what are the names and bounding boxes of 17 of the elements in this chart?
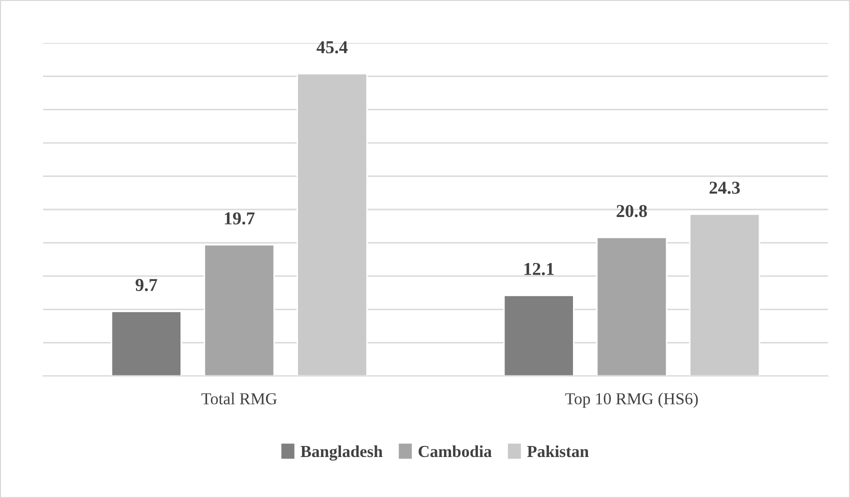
data-label: 19.7 [224, 212, 255, 225]
x-tick-label: Total RMG [201, 392, 277, 404]
data-label: 24.3 [710, 182, 740, 194]
x-tick-label: Top 10 RMG (HS6) [565, 392, 698, 408]
data-label: 45.4 [316, 41, 348, 54]
bar [110, 310, 182, 376]
bar [596, 236, 668, 376]
legend-label: Cambodia [418, 445, 492, 458]
bar [503, 294, 574, 376]
bar [204, 244, 275, 376]
legend-label: Pakistan [527, 445, 589, 458]
data-label: 9.7 [136, 278, 158, 292]
legend-label: Bangladesh [300, 445, 383, 461]
bar [689, 213, 760, 376]
bar [296, 72, 368, 376]
data-label: 12.1 [524, 262, 554, 276]
data-label: 20.8 [616, 204, 647, 218]
